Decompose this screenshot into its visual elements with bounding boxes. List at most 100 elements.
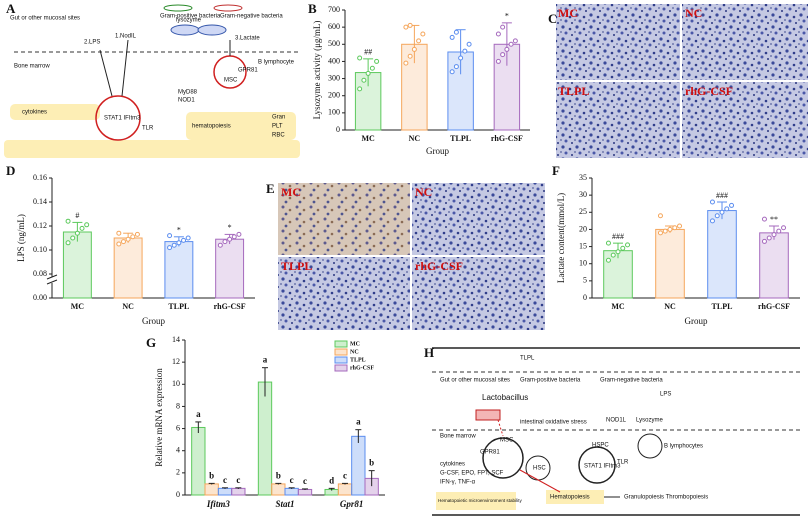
legend-swatch <box>334 364 348 372</box>
data-point <box>466 41 472 47</box>
label: Lysozyme <box>636 418 663 424</box>
data-point <box>369 65 375 71</box>
data-point <box>610 252 616 258</box>
x-axis-label: Group <box>685 316 708 326</box>
y-tick-label: 0 <box>583 293 587 302</box>
y-tick-label: 400 <box>328 56 340 65</box>
label: STAT1 IFItm3 <box>584 464 621 470</box>
data-point <box>403 60 409 66</box>
y-tick-label: 0.16 <box>33 173 47 182</box>
y-axis-label: Lactate content(mmol/L) <box>556 193 566 283</box>
data-point <box>662 228 668 234</box>
arrow <box>497 419 504 437</box>
label: Bone marrow <box>440 434 476 440</box>
micrograph <box>682 82 808 158</box>
y-axis-label: LPS (ng/mL) <box>16 214 26 262</box>
box <box>436 492 516 510</box>
data-point <box>462 48 468 54</box>
y-tick-label: 600 <box>328 22 340 31</box>
data-point <box>508 41 514 47</box>
x-tick-label: Ifitm3 <box>206 499 231 509</box>
bar <box>337 483 353 496</box>
bar <box>354 72 382 131</box>
data-point <box>84 222 90 228</box>
significance-letter: b <box>209 470 214 480</box>
bar <box>191 426 206 496</box>
label: MSC <box>224 78 238 84</box>
label: Gut or other mucosal sites <box>440 378 510 384</box>
data-point <box>171 242 177 248</box>
y-tick-label: 300 <box>328 73 340 82</box>
micrograph-label: rhG-CSF <box>415 259 463 273</box>
significance-letter: c <box>223 475 227 485</box>
data-point <box>407 22 413 28</box>
diagram-h: TLPL Gut or other mucosal sites Gram-pos… <box>432 347 800 516</box>
label: MSC <box>500 438 514 444</box>
data-point <box>761 238 767 244</box>
y-tick-label: 0 <box>336 125 340 134</box>
micrograph-label: MC <box>558 6 578 20</box>
data-point <box>130 234 136 240</box>
y-tick-label: 20 <box>579 224 587 233</box>
data-point <box>729 202 735 208</box>
data-point <box>677 223 683 229</box>
label: 1.NodIL <box>115 34 137 40</box>
bar <box>113 237 143 299</box>
y-tick-label: 12 <box>172 357 180 366</box>
data-point <box>709 218 715 224</box>
significance-letter: b <box>276 470 281 480</box>
significance: * <box>228 223 232 232</box>
label: GPR81 <box>480 450 500 456</box>
x-tick-label: TLPL <box>450 134 471 143</box>
data-point <box>357 55 363 61</box>
x-tick-label: NC <box>122 302 134 311</box>
significance-letter: b <box>369 458 374 468</box>
y-tick-label: 6 <box>176 423 180 432</box>
x-tick-label: MC <box>361 134 375 143</box>
micrograph-label: TLPL <box>281 259 312 273</box>
cell <box>637 433 663 459</box>
data-point <box>74 230 80 236</box>
legend-label: MC <box>350 341 360 347</box>
label: TLPL <box>520 356 535 362</box>
bar <box>401 43 428 131</box>
x-axis-label: Group <box>426 146 449 156</box>
label: 3.Lactate <box>235 36 260 42</box>
bar <box>447 51 474 131</box>
label: intestinal oxidative stress <box>520 420 587 426</box>
micrograph-label: NC <box>685 6 702 20</box>
micrograph-label: MC <box>281 185 301 199</box>
label: LPS <box>660 392 671 398</box>
axis-break <box>46 274 58 285</box>
label: hematopoiesis <box>192 124 231 130</box>
panel-label: B <box>308 1 317 16</box>
x-tick-label: rhG-CSF <box>758 302 790 311</box>
data-point <box>449 34 455 40</box>
significance-letter: a <box>196 409 201 419</box>
data-point <box>357 86 363 92</box>
micrograph <box>278 183 410 255</box>
y-tick-label: 10 <box>172 379 180 388</box>
panel-label: F <box>552 163 560 178</box>
data-point <box>361 77 367 83</box>
label: GPR81 <box>238 68 258 74</box>
data-point <box>217 242 223 248</box>
lactobacillus <box>475 409 501 421</box>
label: 2.LPS <box>84 40 100 46</box>
micrograph <box>412 183 545 255</box>
data-point <box>453 64 459 70</box>
label: HSC <box>533 466 546 472</box>
y-tick-label: 100 <box>328 108 340 117</box>
panel-label: H <box>424 345 434 360</box>
data-point <box>667 226 673 232</box>
bar <box>217 487 233 496</box>
bar <box>164 241 194 299</box>
cell <box>482 437 524 479</box>
data-point <box>495 31 501 37</box>
y-tick-label: 15 <box>579 241 587 250</box>
label: Gram-negative bacteria <box>220 14 283 20</box>
data-point <box>227 236 233 242</box>
x-tick-label: rhG-CSF <box>214 302 246 311</box>
data-point <box>766 235 772 241</box>
axis-break <box>47 277 256 283</box>
